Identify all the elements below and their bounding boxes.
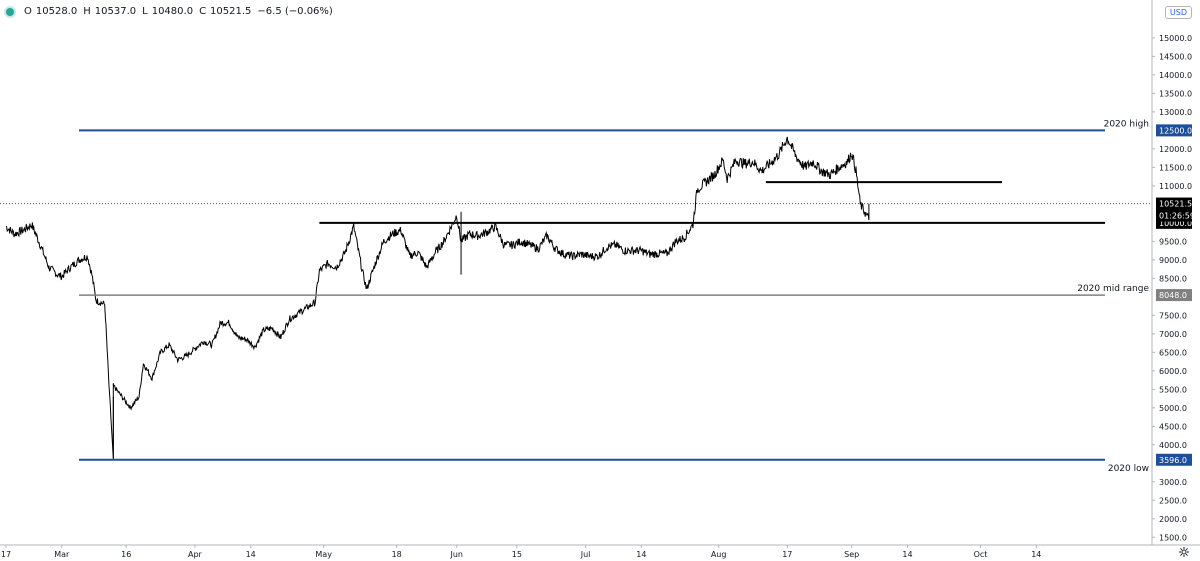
x-tick-label-8: 15 xyxy=(512,550,522,559)
y-tick-label-1: 14500.0 xyxy=(1159,52,1192,61)
y-tick-label-27: 1500.0 xyxy=(1159,533,1187,542)
x-tick-label-13: Sep xyxy=(844,550,859,559)
y-tick-label-4: 13000.0 xyxy=(1159,108,1192,117)
time-axis[interactable]: 17 Mar 16 Apr 14 May 18 Jun 15 Jul 14 Aug 17 Sep 14 Oct… xyxy=(0,544,1200,559)
level-label-0: 2020 high xyxy=(1104,119,1149,129)
plot-area[interactable] xyxy=(0,136,1152,460)
y-tick-label-16: 7000.0 xyxy=(1159,330,1187,339)
x-tick-label-4: 14 xyxy=(246,550,256,559)
level-price-tag-2 xyxy=(1156,453,1192,466)
change-value: −6.5 (−0.06%) xyxy=(257,6,333,17)
countdown-text: 01:26:59 xyxy=(1159,212,1195,221)
y-tick-label-18: 6000.0 xyxy=(1159,367,1187,376)
level-label-1: 2020 mid range xyxy=(1077,284,1149,294)
x-tick-label-14: 14 xyxy=(902,550,912,559)
y-tick-label-2: 14000.0 xyxy=(1159,71,1192,80)
x-tick-label-7: Jun xyxy=(450,550,464,559)
x-tick-label-6: 18 xyxy=(392,550,402,559)
low-value: 10480.0 xyxy=(151,6,194,17)
y-tick-label-11: 9500.0 xyxy=(1159,237,1187,246)
y-tick-label-7: 11500.0 xyxy=(1159,163,1192,172)
level-price-tag-text-0: 12500.0 xyxy=(1159,126,1192,135)
y-tick-label-25: 2500.0 xyxy=(1159,496,1187,505)
y-tick-label-26: 2000.0 xyxy=(1159,515,1187,524)
y-tick-label-19: 5500.0 xyxy=(1159,385,1187,394)
currency-label: USD xyxy=(1169,8,1187,17)
x-tick-label-3: Apr xyxy=(188,550,203,559)
price-axis[interactable]: 12500.0 8048.0 3596.0 10000.0 10521.5 01:26:5… xyxy=(1151,0,1195,545)
y-tick-label-8: 11000.0 xyxy=(1159,182,1192,191)
y-tick-label-22: 4000.0 xyxy=(1159,441,1187,450)
high-label: H xyxy=(83,6,91,17)
close-value: 10521.5 xyxy=(210,6,252,17)
open-label: O xyxy=(24,6,32,17)
y-tick-label-3: 13500.0 xyxy=(1159,89,1192,98)
y-tick-label-6: 12000.0 xyxy=(1159,145,1192,154)
x-tick-label-12: 17 xyxy=(782,550,792,559)
y-tick-label-24: 3000.0 xyxy=(1159,478,1187,487)
x-tick-label-2: 16 xyxy=(121,550,131,559)
level-price-tag-1 xyxy=(1156,289,1192,302)
x-tick-label-1: Mar xyxy=(54,550,70,559)
level-price-tag-text-2: 3596.0 xyxy=(1159,456,1187,465)
high-value: 10537.0 xyxy=(94,6,137,17)
x-tick-label-11: Aug xyxy=(711,550,727,559)
level-price-tag-0 xyxy=(1156,124,1192,137)
open-value: 10528.0 xyxy=(35,6,78,17)
x-tick-label-9: Jul xyxy=(580,550,591,559)
close-label: C xyxy=(199,6,207,17)
y-tick-label-21: 4500.0 xyxy=(1159,422,1187,431)
ohlc-legend: O 10528.0 H 10537.0 L 10480.0 C 10521.5 −6.5… xyxy=(6,6,335,17)
y-tick-label-12: 9000.0 xyxy=(1159,256,1187,265)
low-label: L xyxy=(142,6,148,17)
y-tick-label-15: 7500.0 xyxy=(1159,311,1187,320)
y-tick-label-0: 15000.0 xyxy=(1159,34,1192,43)
price-series-line xyxy=(6,136,870,459)
status-dot-icon xyxy=(6,7,14,16)
level-label-2: 2020 low xyxy=(1108,464,1149,474)
last-price-tag xyxy=(1156,197,1192,222)
x-tick-label-0: 17 xyxy=(1,550,11,559)
gear-icon[interactable] xyxy=(1178,546,1190,558)
y-tick-label-13: 8500.0 xyxy=(1159,274,1187,283)
x-tick-label-15: Oct xyxy=(974,550,988,559)
x-tick-label-5: May xyxy=(315,550,332,559)
horizontal-levels[interactable]: 2020 high 2020 mid range 2020 low xyxy=(78,119,1149,474)
y-tick-label-20: 5000.0 xyxy=(1159,404,1187,413)
x-tick-label-16: 14 xyxy=(1031,550,1041,559)
y-tick-label-17: 6500.0 xyxy=(1159,348,1187,357)
level-price-tag-text-1: 8048.0 xyxy=(1159,291,1187,300)
last-price-tag-text: 10521.5 xyxy=(1159,200,1192,209)
currency-selector[interactable]: USD xyxy=(1164,6,1192,19)
level-price-tag-text-3: 10000.0 xyxy=(1159,219,1192,228)
x-tick-label-10: 14 xyxy=(636,550,646,559)
